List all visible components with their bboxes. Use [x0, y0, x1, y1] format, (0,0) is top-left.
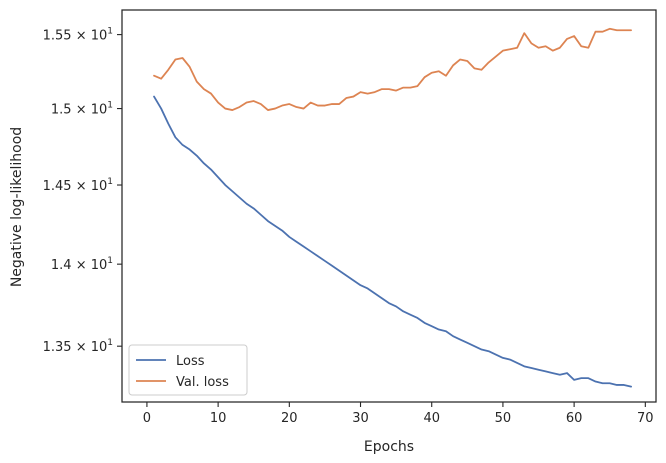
legend-box	[128, 344, 248, 396]
x-tick-label: 60	[566, 411, 583, 426]
y-tick-times: × 10	[72, 258, 108, 273]
y-tick-label: 1.45 × 101	[43, 177, 113, 194]
y-tick-mantissa: 1.35	[43, 340, 72, 355]
y-tick-times: × 10	[72, 103, 108, 118]
y-tick-label: 1.4 × 101	[51, 256, 113, 273]
y-tick-times: × 10	[72, 179, 108, 194]
y-tick-exponent: 1	[107, 177, 113, 187]
y-tick-times: × 10	[72, 29, 108, 44]
series-line-val-loss	[153, 27, 632, 111]
x-tick-label: 50	[495, 411, 512, 426]
y-axis-label: Negative log-likelihood	[9, 127, 25, 287]
series-line-loss	[153, 95, 632, 388]
legend-label-val-loss: Val. loss	[176, 375, 229, 390]
y-tick-label: 1.35 × 101	[43, 338, 113, 355]
y-tick-mantissa: 1.5	[51, 103, 72, 118]
y-tick-label: 1.55 × 101	[43, 27, 113, 44]
y-tick-times: × 10	[72, 340, 108, 355]
legend: Loss Val. loss	[128, 344, 248, 396]
y-tick-exponent: 1	[107, 338, 113, 348]
x-tick-label: 10	[210, 411, 227, 426]
x-tick-label: 70	[637, 411, 654, 426]
y-tick-label: 1.5 × 101	[51, 101, 113, 118]
x-tick-label: 30	[352, 411, 369, 426]
series-layer	[153, 27, 632, 388]
x-tick-label: 20	[281, 411, 298, 426]
x-axis: 0 10 20 30 40 50 60 70	[143, 402, 654, 426]
x-axis-label: Epochs	[364, 439, 414, 455]
y-tick-exponent: 1	[107, 101, 113, 111]
y-tick-mantissa: 1.45	[43, 179, 72, 194]
y-tick-exponent: 1	[107, 27, 113, 37]
plot-frame	[121, 9, 657, 403]
x-tick-label: 40	[423, 411, 440, 426]
y-tick-exponent: 1	[107, 256, 113, 266]
y-tick-mantissa: 1.4	[51, 258, 72, 273]
x-tick-label: 0	[143, 411, 151, 426]
legend-label-loss: Loss	[176, 354, 205, 369]
y-tick-mantissa: 1.55	[43, 29, 72, 44]
